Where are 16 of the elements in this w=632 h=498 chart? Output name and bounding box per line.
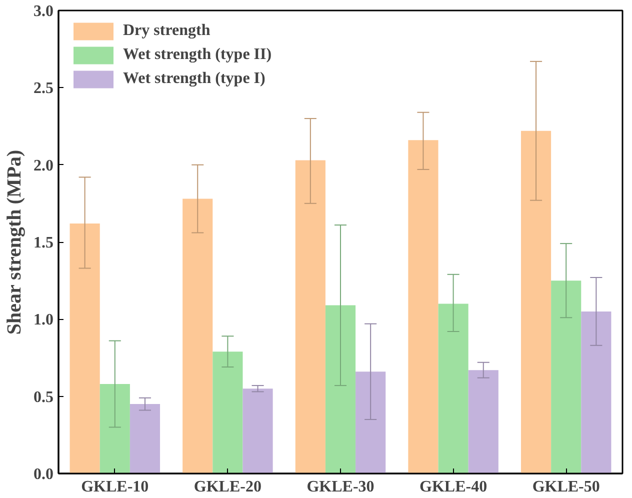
y-axis-title: Shear strength (MPa) <box>4 150 26 335</box>
y-tick-label: 2.5 <box>34 80 54 98</box>
legend-label: Wet strength (type I) <box>123 70 266 88</box>
x-tick-label: GKLE-50 <box>532 478 600 496</box>
y-tick-label: 0.0 <box>34 466 54 483</box>
x-tick-label: GKLE-10 <box>81 478 149 496</box>
x-tick-label: GKLE-20 <box>194 478 262 496</box>
y-tick-label: 3.0 <box>34 3 54 20</box>
x-tick-label: GKLE-40 <box>420 478 488 496</box>
y-tick-label: 1.5 <box>34 234 54 252</box>
legend-label: Wet strength (type II) <box>123 46 272 64</box>
y-tick-label: 0.5 <box>34 388 54 406</box>
legend-label: Dry strength <box>123 22 210 40</box>
y-tick-label: 1.0 <box>34 312 54 329</box>
x-tick-label: GKLE-30 <box>306 478 374 496</box>
y-tick-label: 2.0 <box>34 157 54 174</box>
